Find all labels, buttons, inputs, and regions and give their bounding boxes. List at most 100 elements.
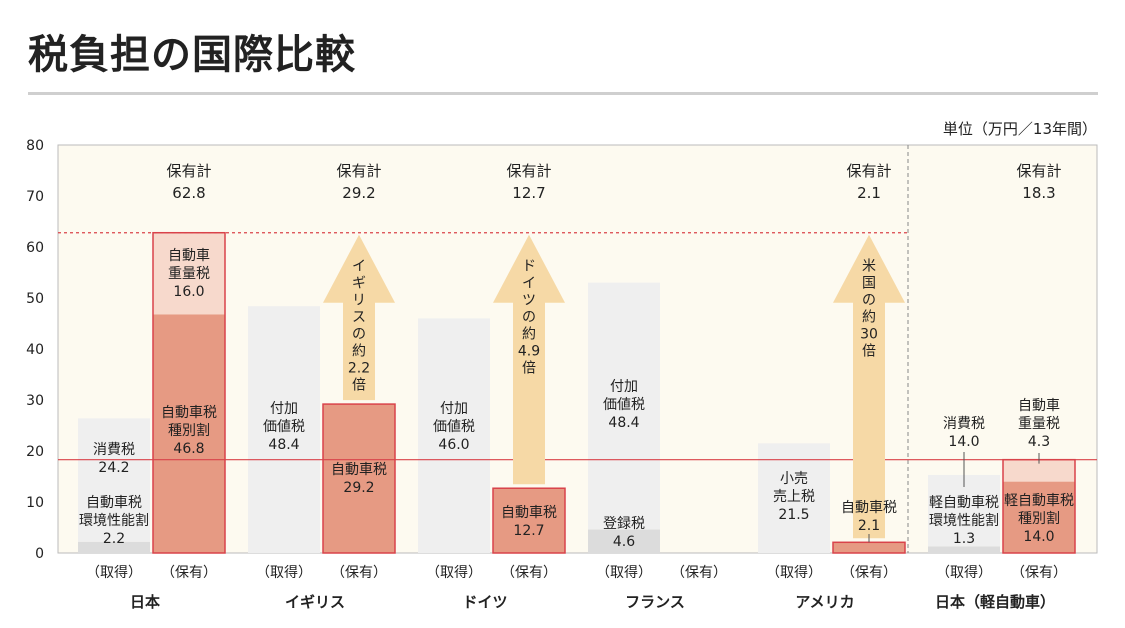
arrow-ratio-label: 約 bbox=[352, 344, 366, 360]
y-tick-label: 50 bbox=[26, 291, 44, 307]
segment-label: 自動車税 bbox=[161, 404, 217, 421]
segment-label: 重量税 bbox=[168, 266, 210, 282]
bar-segment bbox=[1003, 481, 1075, 553]
segment-label: 登録税 bbox=[603, 516, 645, 532]
segment-label: 軽自動車税 bbox=[1004, 492, 1074, 509]
arrow-ratio-label: 約 bbox=[522, 327, 536, 343]
segment-label: 小売 bbox=[780, 471, 808, 487]
arrow-ratio-label: ド bbox=[522, 259, 536, 275]
bar-segment bbox=[758, 443, 830, 553]
comparison-arrow bbox=[323, 234, 395, 401]
bar-segment bbox=[153, 314, 225, 553]
bar-category-label: （保有） bbox=[671, 565, 727, 581]
arrow-ratio-label: イ bbox=[352, 259, 366, 275]
segment-label: 48.4 bbox=[268, 437, 299, 453]
bar-category-label: （保有） bbox=[331, 565, 387, 581]
segment-label: 自動車 bbox=[1018, 397, 1060, 414]
unit-label: 単位（万円／13年間） bbox=[942, 120, 1097, 138]
comparison-arrow bbox=[833, 234, 905, 539]
y-tick-label: 60 bbox=[26, 240, 44, 256]
segment-label: 付加 bbox=[610, 379, 638, 395]
group-name-label: 日本（軽自動車） bbox=[935, 593, 1055, 611]
bar-segment bbox=[248, 306, 320, 553]
bar-category-label: （保有） bbox=[501, 565, 557, 581]
bar-segment bbox=[78, 541, 150, 553]
segment-label: 46.0 bbox=[438, 437, 469, 453]
bar-segment bbox=[323, 404, 395, 553]
segment-label: 自動車 bbox=[168, 247, 210, 264]
arrow-ratio-label: 倍 bbox=[352, 378, 366, 394]
arrow-ratio-label: 約 bbox=[862, 310, 876, 326]
bar-segment bbox=[78, 418, 150, 542]
segment-label: 48.4 bbox=[608, 415, 639, 431]
segment-label: 付加 bbox=[270, 401, 298, 417]
y-tick-label: 20 bbox=[26, 444, 44, 460]
segment-label: 2.1 bbox=[858, 518, 880, 534]
holding-total-value: 62.8 bbox=[172, 184, 205, 202]
bar-segment bbox=[928, 546, 1000, 553]
segment-label: 14.0 bbox=[948, 434, 979, 450]
segment-label: 種別割 bbox=[1018, 510, 1060, 527]
bar-segment bbox=[588, 529, 660, 553]
bar-category-label: （保有） bbox=[1011, 565, 1067, 581]
segment-label: 46.8 bbox=[173, 441, 204, 457]
arrow-ratio-label: の bbox=[352, 327, 366, 343]
bar-outline bbox=[322, 403, 396, 554]
y-tick-label: 10 bbox=[26, 495, 44, 511]
arrow-ratio-label: ツ bbox=[522, 293, 536, 309]
bar-category-label: （取得） bbox=[86, 564, 142, 581]
segment-label: 価値税 bbox=[603, 397, 645, 413]
holding-total-label: 保有計 bbox=[506, 162, 551, 180]
segment-label: 2.2 bbox=[103, 531, 125, 547]
group-name-label: アメリカ bbox=[795, 593, 854, 611]
holding-total-label: 保有計 bbox=[166, 162, 211, 180]
holding-total-label: 保有計 bbox=[1016, 162, 1061, 180]
segment-label: 消費税 bbox=[943, 416, 985, 432]
y-tick-label: 80 bbox=[26, 138, 44, 154]
segment-label: 4.6 bbox=[613, 534, 635, 550]
bar-segment bbox=[153, 232, 225, 315]
bar-category-label: （取得） bbox=[426, 564, 482, 581]
segment-label: 価値税 bbox=[263, 419, 305, 435]
y-tick-label: 40 bbox=[26, 342, 44, 358]
bar-category-label: （取得） bbox=[766, 564, 822, 581]
bar-category-label: （保有） bbox=[161, 565, 217, 581]
segment-label: 軽自動車税 bbox=[929, 494, 999, 511]
group-name-label: 日本 bbox=[130, 593, 160, 611]
bar-category-label: （取得） bbox=[256, 564, 312, 581]
group-name-label: ドイツ bbox=[462, 593, 507, 611]
bar-segment bbox=[418, 318, 490, 553]
arrow-ratio-label: 国 bbox=[862, 276, 876, 292]
y-tick-label: 70 bbox=[26, 189, 44, 205]
bar-category-label: （保有） bbox=[841, 565, 897, 581]
arrow-ratio-label: ス bbox=[352, 310, 366, 326]
segment-label: 自動車税 bbox=[331, 461, 387, 478]
segment-label: 環境性能割 bbox=[79, 512, 149, 529]
segment-label: 29.2 bbox=[343, 480, 374, 496]
plot-area bbox=[57, 144, 1098, 554]
bar-segment bbox=[1003, 459, 1075, 482]
segment-label: 自動車税 bbox=[841, 499, 897, 516]
bar-segment bbox=[493, 488, 565, 553]
group-name-label: フランス bbox=[625, 593, 685, 611]
bar-outline bbox=[152, 231, 226, 554]
arrow-ratio-label: リ bbox=[352, 293, 366, 309]
arrow-ratio-label: 4.9 bbox=[518, 344, 540, 360]
arrow-ratio-label: の bbox=[522, 310, 536, 326]
segment-label: 24.2 bbox=[98, 460, 129, 476]
page-title: 税負担の国際比較 bbox=[28, 32, 356, 78]
arrow-ratio-label: の bbox=[862, 293, 876, 309]
segment-label: 自動車税 bbox=[86, 494, 142, 511]
segment-label: 環境性能割 bbox=[929, 512, 999, 529]
arrow-ratio-label: 2.2 bbox=[348, 361, 370, 377]
y-tick-label: 30 bbox=[26, 393, 44, 409]
segment-label: 21.5 bbox=[778, 507, 809, 523]
segment-label: 種別割 bbox=[168, 422, 210, 439]
bar-outline bbox=[492, 487, 566, 554]
holding-total-value: 18.3 bbox=[1022, 184, 1055, 202]
holding-total-label: 保有計 bbox=[846, 162, 891, 180]
segment-label: 売上税 bbox=[773, 489, 815, 505]
segment-label: 14.0 bbox=[1023, 529, 1054, 545]
y-tick-label: 0 bbox=[35, 546, 44, 562]
